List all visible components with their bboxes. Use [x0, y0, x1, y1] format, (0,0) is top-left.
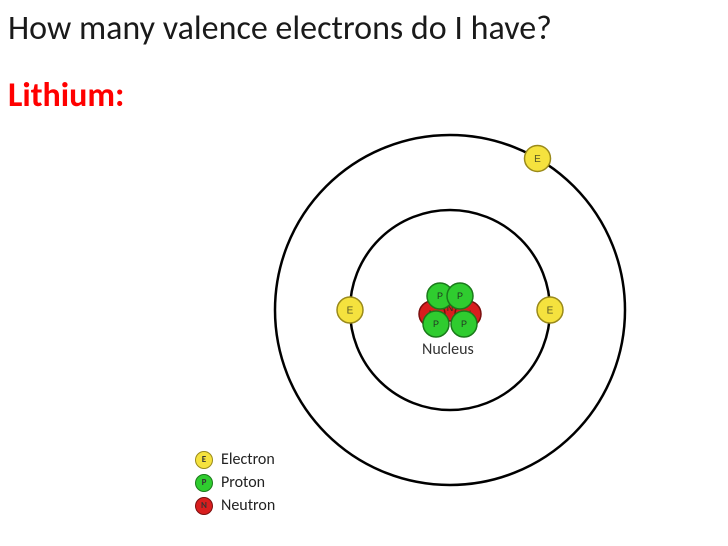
- svg-text:P: P: [433, 319, 439, 329]
- proton-particle: P: [451, 311, 477, 337]
- svg-text:E: E: [547, 306, 554, 317]
- legend-label: Electron: [221, 450, 275, 469]
- electron-0: E: [337, 297, 363, 323]
- svg-text:P: P: [437, 291, 443, 301]
- legend-row-electron: E Electron: [195, 450, 275, 469]
- neutron-icon: N: [195, 497, 213, 515]
- svg-text:E: E: [534, 154, 541, 165]
- legend-row-neutron: N Neutron: [195, 496, 275, 515]
- proton-icon: P: [195, 474, 213, 492]
- legend: E Electron P Proton N Neutron: [195, 450, 275, 519]
- legend-label: Neutron: [221, 496, 275, 515]
- electron-2: E: [525, 145, 551, 171]
- proton-particle: P: [447, 283, 473, 309]
- nucleus-label: Nucleus: [422, 340, 474, 359]
- electron-icon: E: [195, 451, 213, 469]
- proton-particle: P: [423, 311, 449, 337]
- element-name: Lithium:: [8, 75, 124, 116]
- legend-label: Proton: [221, 473, 265, 492]
- question-title: How many valence electrons do I have?: [8, 8, 552, 49]
- svg-text:P: P: [457, 291, 463, 301]
- electron-1: E: [537, 297, 563, 323]
- svg-text:P: P: [461, 319, 467, 329]
- svg-text:E: E: [347, 306, 354, 317]
- atom-diagram: NNNPPPPEEE Nucleus EElectronPProtonNNeut…: [190, 120, 690, 540]
- legend-row-proton: P Proton: [195, 473, 275, 492]
